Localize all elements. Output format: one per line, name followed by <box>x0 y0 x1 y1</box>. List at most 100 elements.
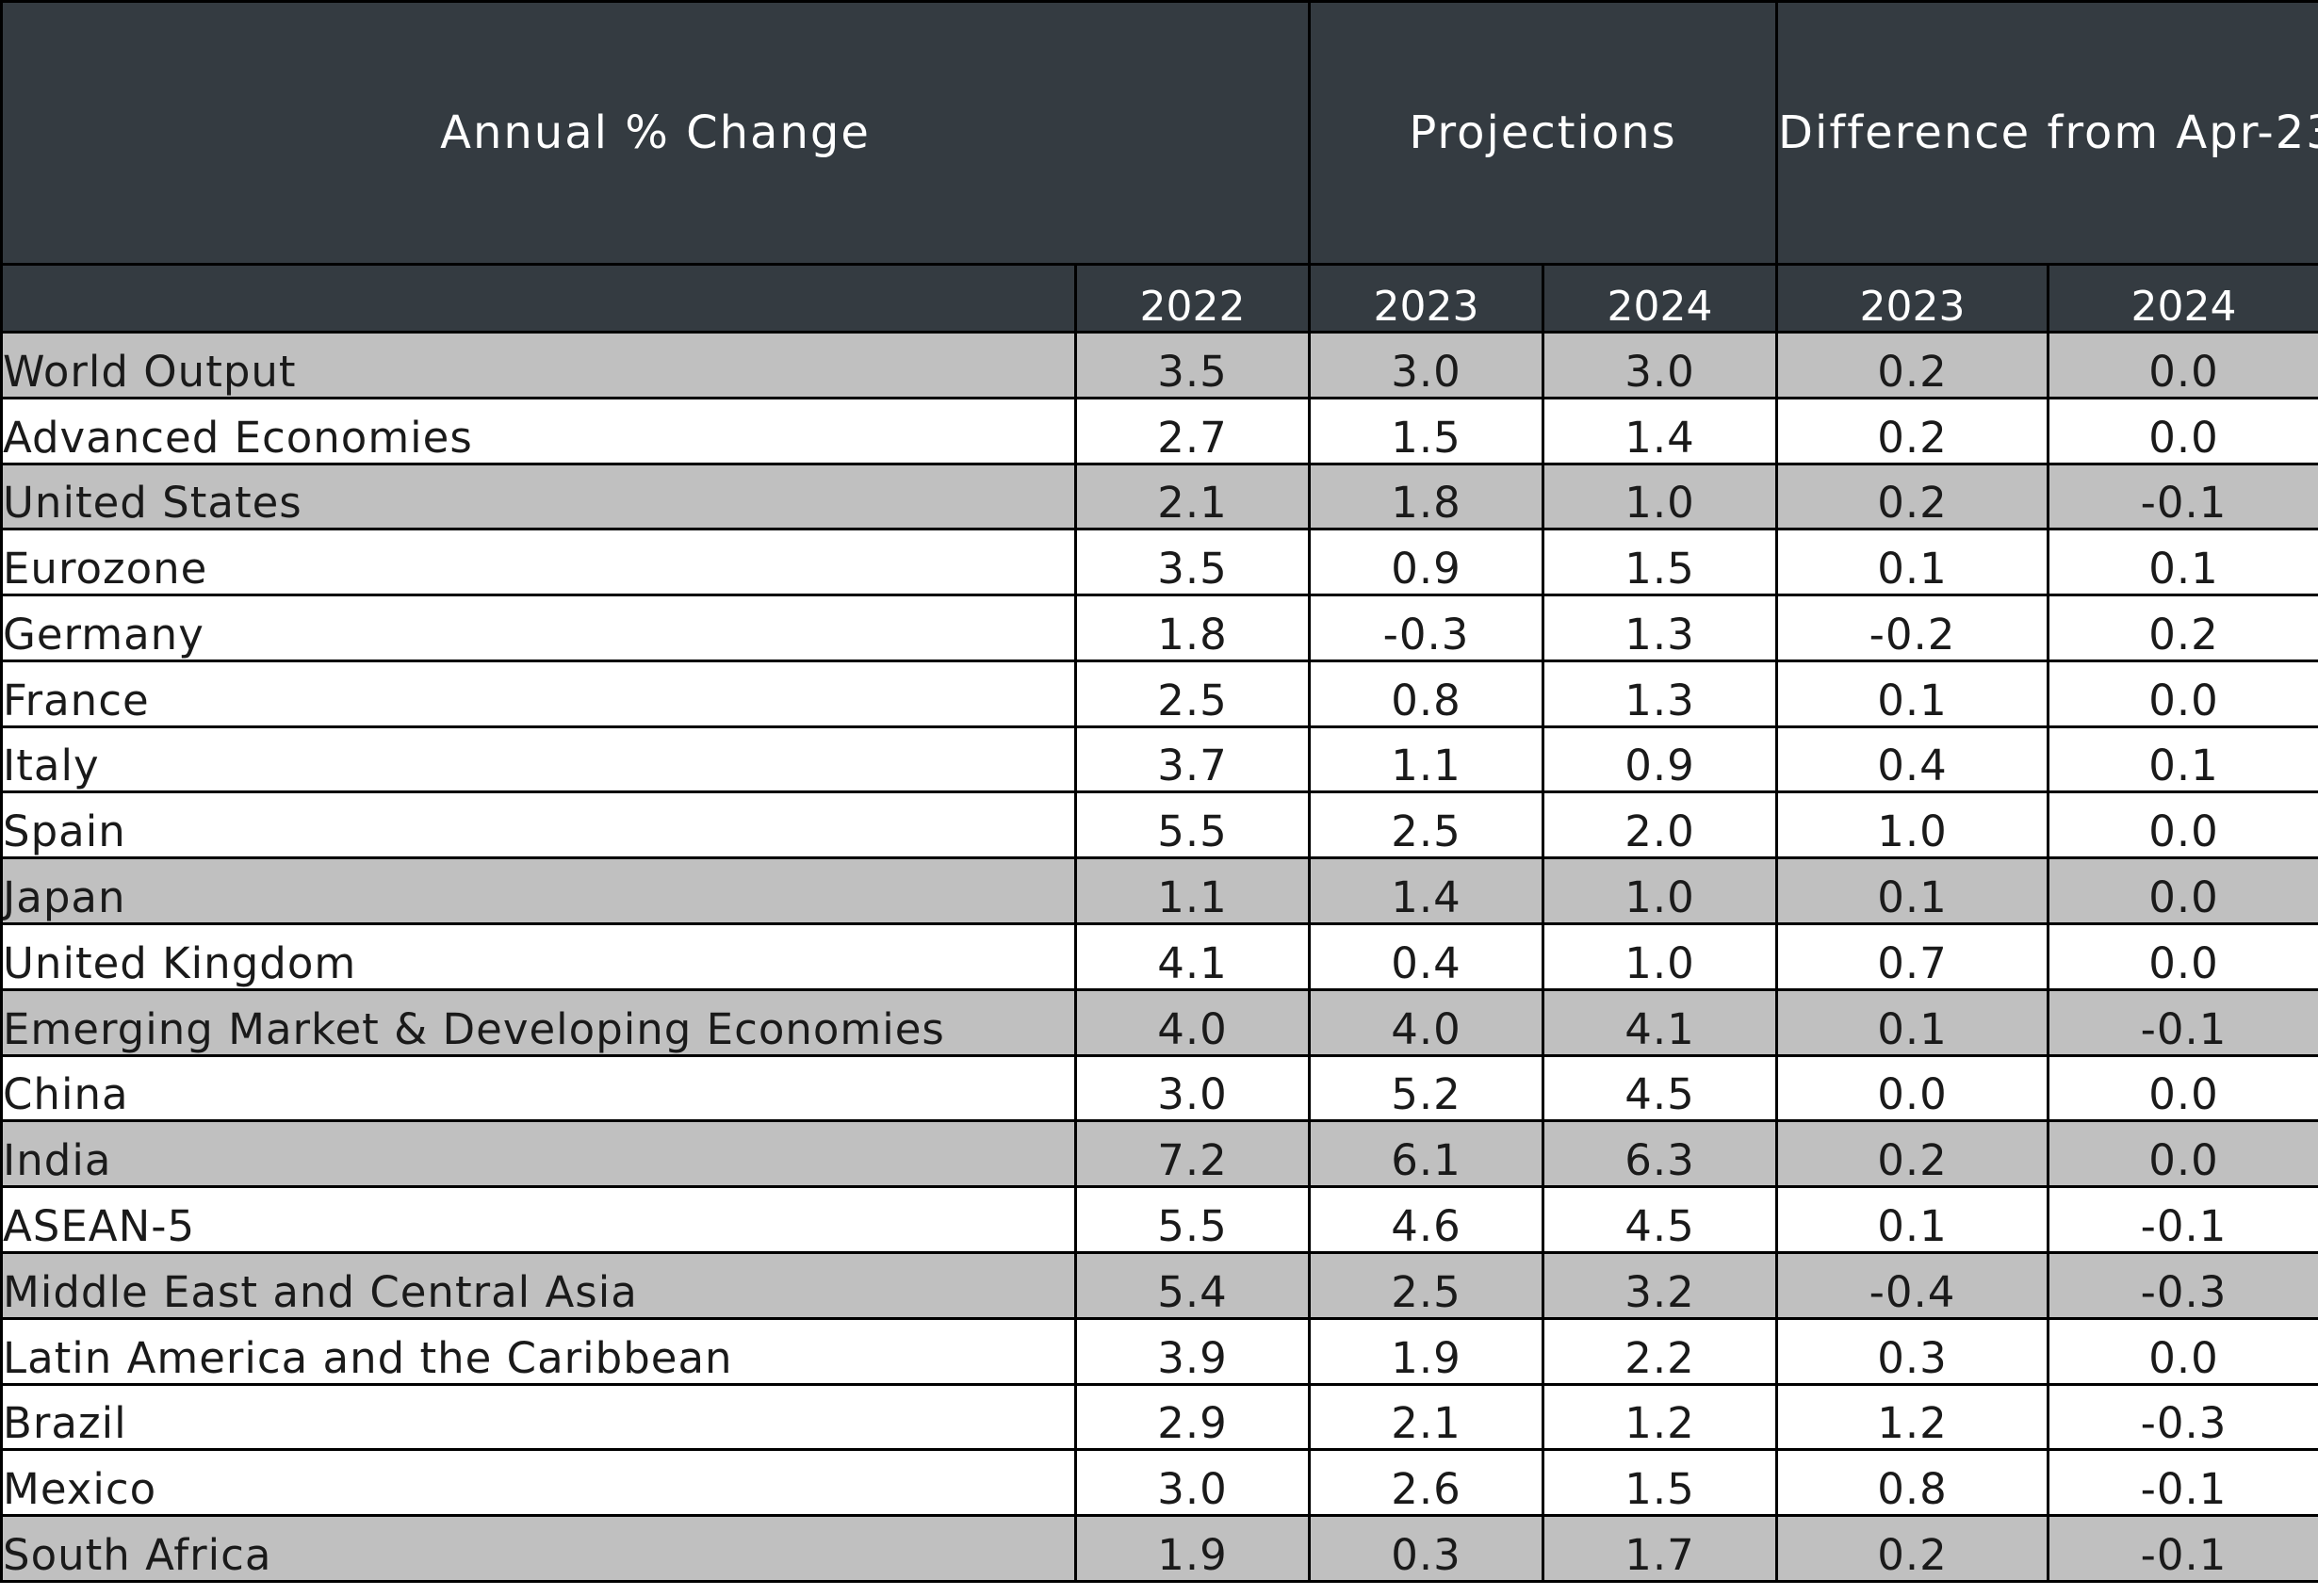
year-header: 2022 <box>1074 263 1311 334</box>
value-cell: 0.0 <box>2047 1053 2318 1123</box>
value-cell: 0.3 <box>1775 1316 2050 1386</box>
value-cell: 0.0 <box>2047 659 2318 728</box>
table-row: Italy 3.7 1.1 0.9 0.4 0.1 <box>0 725 2318 794</box>
row-label: France <box>0 659 1077 728</box>
table-row: Latin America and the Caribbean 3.9 1.9 2.2… <box>0 1316 2318 1386</box>
value-cell: 1.1 <box>1074 856 1311 926</box>
value-cell: 3.5 <box>1074 528 1311 597</box>
row-label: Brazil <box>0 1382 1077 1452</box>
value-cell: 7.2 <box>1074 1119 1311 1189</box>
row-label: Latin America and the Caribbean <box>0 1316 1077 1386</box>
row-label: Germany <box>0 594 1077 662</box>
table-row: Spain 5.5 2.5 2.0 1.0 0.0 <box>0 790 2318 860</box>
table-row: Advanced Economies 2.7 1.5 1.4 0.2 0.0 <box>0 396 2318 465</box>
row-label: United Kingdom <box>0 922 1077 991</box>
header-group-row: Annual % Change Projections Difference f… <box>0 0 2318 266</box>
header-year-row: 2022 2023 2024 2023 2024 <box>0 263 2318 334</box>
value-cell: 3.0 <box>1308 331 1544 399</box>
value-cell: 1.5 <box>1541 528 1779 597</box>
value-cell: 0.9 <box>1308 528 1544 597</box>
value-cell: -0.3 <box>2047 1382 2318 1452</box>
value-cell: 1.9 <box>1308 1316 1544 1386</box>
value-cell: 1.2 <box>1775 1382 2050 1452</box>
value-cell: 0.1 <box>1775 856 2050 926</box>
value-cell: 0.0 <box>2047 331 2318 399</box>
value-cell: 0.7 <box>1775 922 2050 991</box>
value-cell: 2.5 <box>1308 790 1544 860</box>
table-row: United States 2.1 1.8 1.0 0.2 -0.1 <box>0 462 2318 531</box>
value-cell: 0.8 <box>1775 1448 2050 1518</box>
value-cell: 2.0 <box>1541 790 1779 860</box>
value-cell: 0.1 <box>1775 528 2050 597</box>
value-cell: 4.0 <box>1074 987 1311 1057</box>
value-cell: -0.2 <box>1775 594 2050 662</box>
table-row: Japan 1.1 1.4 1.0 0.1 0.0 <box>0 856 2318 926</box>
value-cell: 1.0 <box>1775 790 2050 860</box>
value-cell: 1.0 <box>1541 462 1779 531</box>
table-row: Middle East and Central Asia 5.4 2.5 3.2 -0.… <box>0 1250 2318 1320</box>
value-cell: 1.3 <box>1541 594 1779 662</box>
value-cell: 1.2 <box>1541 1382 1779 1452</box>
value-cell: 5.5 <box>1074 1185 1311 1254</box>
value-cell: 3.0 <box>1541 331 1779 399</box>
year-header: 2024 <box>1541 263 1779 334</box>
value-cell: 1.5 <box>1308 396 1544 465</box>
value-cell: 2.6 <box>1308 1448 1544 1518</box>
row-label: China <box>0 1053 1077 1123</box>
row-label: India <box>0 1119 1077 1189</box>
value-cell: 2.2 <box>1541 1316 1779 1386</box>
value-cell: 0.1 <box>1775 659 2050 728</box>
value-cell: 0.2 <box>1775 396 2050 465</box>
value-cell: 0.0 <box>2047 790 2318 860</box>
value-cell: -0.1 <box>2047 1185 2318 1254</box>
header-blank-cell <box>0 263 1077 334</box>
table-row: Eurozone 3.5 0.9 1.5 0.1 0.1 <box>0 528 2318 597</box>
table-row: Mexico 3.0 2.6 1.5 0.8 -0.1 <box>0 1448 2318 1518</box>
table-row: World Output 3.5 3.0 3.0 0.2 0.0 <box>0 331 2318 399</box>
value-cell: 1.0 <box>1541 856 1779 926</box>
value-cell: 1.8 <box>1074 594 1311 662</box>
value-cell: 3.5 <box>1074 331 1311 399</box>
value-cell: 1.0 <box>1541 922 1779 991</box>
header-projections: Projections <box>1307 0 1779 266</box>
header-annual-change: Annual % Change <box>0 0 1311 266</box>
value-cell: 0.2 <box>2047 594 2318 662</box>
table-row: Germany 1.8 -0.3 1.3 -0.2 0.2 <box>0 594 2318 662</box>
value-cell: 4.5 <box>1541 1053 1779 1123</box>
value-cell: -0.3 <box>2047 1250 2318 1320</box>
value-cell: 6.1 <box>1308 1119 1544 1189</box>
value-cell: 0.2 <box>1775 1119 2050 1189</box>
value-cell: 1.8 <box>1308 462 1544 531</box>
value-cell: 2.5 <box>1074 659 1311 728</box>
value-cell: 0.0 <box>2047 856 2318 926</box>
row-label: Mexico <box>0 1448 1077 1518</box>
table-row: India 7.2 6.1 6.3 0.2 0.0 <box>0 1119 2318 1189</box>
row-label: Eurozone <box>0 528 1077 597</box>
row-label: Advanced Economies <box>0 396 1077 465</box>
value-cell: 0.0 <box>2047 922 2318 991</box>
value-cell: 0.2 <box>1775 331 2050 399</box>
value-cell: 0.2 <box>1775 462 2050 531</box>
value-cell: -0.1 <box>2047 1448 2318 1518</box>
value-cell: 0.1 <box>2047 725 2318 794</box>
value-cell: 3.7 <box>1074 725 1311 794</box>
table-row: South Africa 1.9 0.3 1.7 0.2 -0.1 <box>0 1514 2318 1583</box>
row-label: Spain <box>0 790 1077 860</box>
value-cell: -0.4 <box>1775 1250 2050 1320</box>
table-row: China 3.0 5.2 4.5 0.0 0.0 <box>0 1053 2318 1123</box>
value-cell: 3.0 <box>1074 1448 1311 1518</box>
value-cell: 2.1 <box>1074 462 1311 531</box>
row-label: Middle East and Central Asia <box>0 1250 1077 1320</box>
header-difference: Difference from Apr-23 WEO Projections <box>1775 0 2318 266</box>
value-cell: 0.4 <box>1775 725 2050 794</box>
value-cell: 4.1 <box>1074 922 1311 991</box>
row-label: World Output <box>0 331 1077 399</box>
row-label: United States <box>0 462 1077 531</box>
row-label: ASEAN-5 <box>0 1185 1077 1254</box>
value-cell: 4.6 <box>1308 1185 1544 1254</box>
value-cell: 4.1 <box>1541 987 1779 1057</box>
row-label: Emerging Market & Developing Economies <box>0 987 1077 1057</box>
value-cell: 5.4 <box>1074 1250 1311 1320</box>
value-cell: 1.4 <box>1308 856 1544 926</box>
year-header: 2023 <box>1775 263 2050 334</box>
